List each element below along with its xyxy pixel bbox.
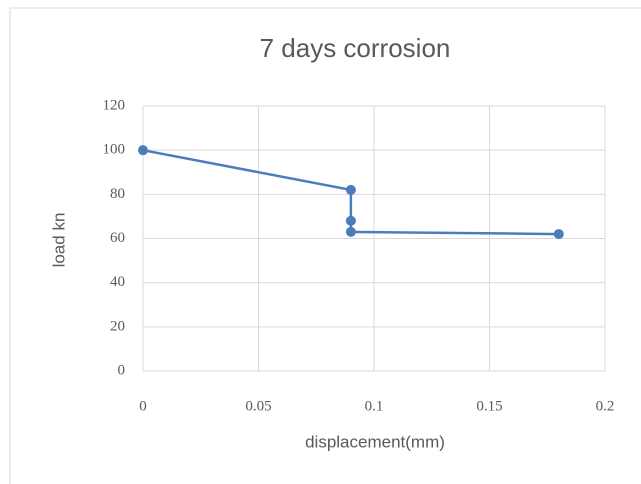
y-tick-label: 100	[103, 142, 126, 158]
data-point	[553, 229, 564, 240]
data-point	[345, 184, 356, 195]
data-point	[345, 215, 356, 226]
chart-title: 7 days corrosion	[260, 33, 451, 63]
data-point	[345, 226, 356, 237]
x-tick-label: 0	[139, 398, 147, 414]
x-axis-label: displacement(mm)	[305, 432, 445, 451]
data-point	[138, 145, 148, 156]
chart-frame	[9, 7, 641, 484]
x-tick-label: 0.2	[596, 398, 615, 414]
y-tick-label: 40	[110, 274, 125, 290]
y-tick-label: 0	[118, 362, 126, 378]
x-tick-label: 0.1	[365, 398, 384, 414]
y-axis-label: load kn	[49, 213, 68, 268]
y-tick-label: 120	[103, 97, 126, 113]
x-tick-label: 0.15	[476, 398, 502, 414]
y-tick-label: 20	[110, 318, 125, 334]
y-tick-label: 60	[110, 230, 125, 246]
x-tick-label: 0.05	[245, 398, 271, 414]
y-tick-label: 80	[110, 186, 125, 202]
